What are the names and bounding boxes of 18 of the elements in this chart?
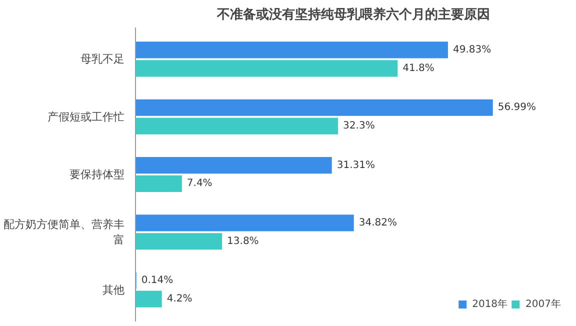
y-tick-label: 其他 <box>102 283 124 296</box>
y-tick-label: 配方奶方便简单、营养丰富 <box>4 218 124 246</box>
data-label: 32.3% <box>343 120 375 132</box>
data-label: 4.2% <box>166 294 192 305</box>
data-label: 0.14% <box>141 275 174 286</box>
data-label: 7.4% <box>186 178 212 190</box>
data-label: 13.8% <box>227 236 259 247</box>
legend-label: 2018年 <box>472 298 508 311</box>
data-label: 49.83% <box>452 44 492 56</box>
data-label: 56.99% <box>498 102 536 114</box>
chart-title: 不准备或没有坚持纯母乳喂养六个月的主要原因 <box>216 6 490 22</box>
y-tick-label: 产假短或工作忙 <box>48 110 124 124</box>
y-tick-label: 母乳不足 <box>80 52 124 66</box>
data-label: 34.82% <box>358 217 397 228</box>
data-label: 41.8% <box>402 62 434 74</box>
legend-label: 2007年 <box>526 298 561 311</box>
data-label: 31.31% <box>336 160 375 171</box>
y-tick-label: 要保持体型 <box>70 168 124 181</box>
